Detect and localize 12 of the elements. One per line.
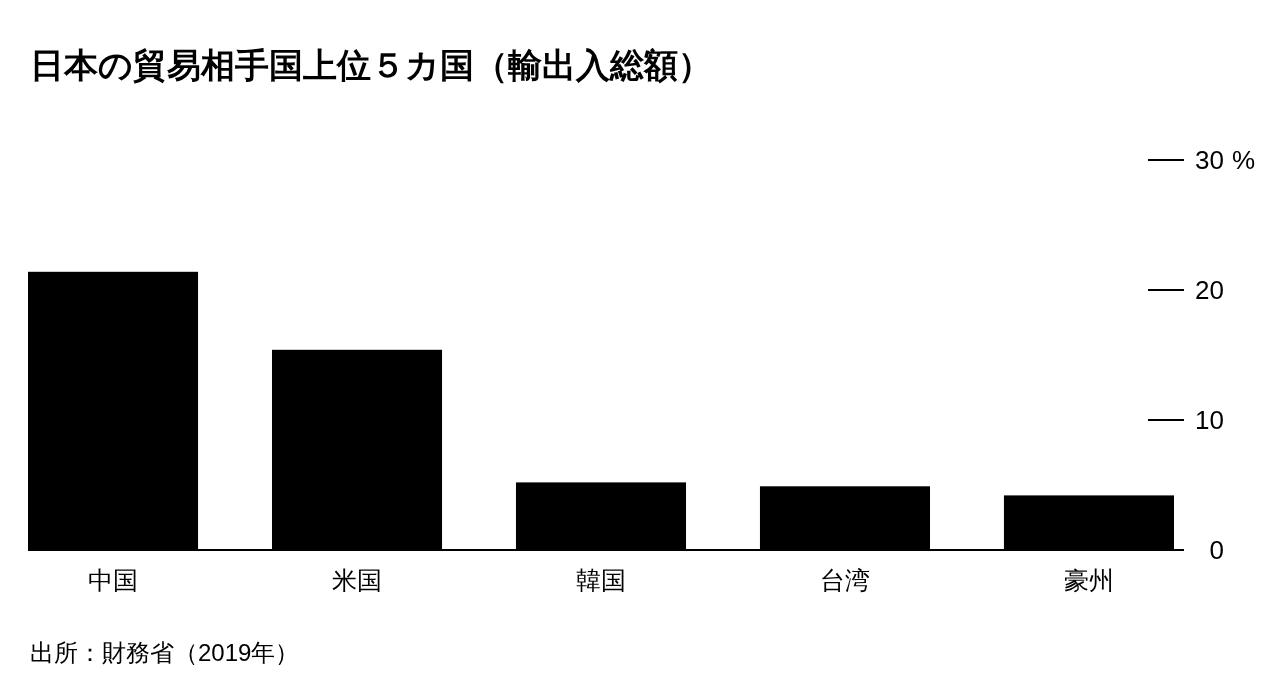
y-tick-label: 20	[1195, 275, 1224, 305]
x-tick-label: 米国	[332, 566, 383, 594]
text: 出所：財務省（2019年）	[30, 639, 300, 666]
y-tick-label: 0	[1209, 535, 1224, 565]
y-axis-title: %	[1232, 145, 1256, 175]
x-tick-label: 豪州	[1063, 566, 1114, 594]
x-tick-label: 韓国	[576, 566, 626, 594]
x-tick-label: 中国	[88, 566, 139, 594]
y-tick-label: 10	[1195, 405, 1224, 435]
y-tick-label: 30	[1195, 145, 1224, 175]
chart-title: 日本の貿易相手国上位５カ国（輸出入総額）	[30, 46, 712, 84]
x-tick-label: 台湾	[819, 566, 870, 594]
